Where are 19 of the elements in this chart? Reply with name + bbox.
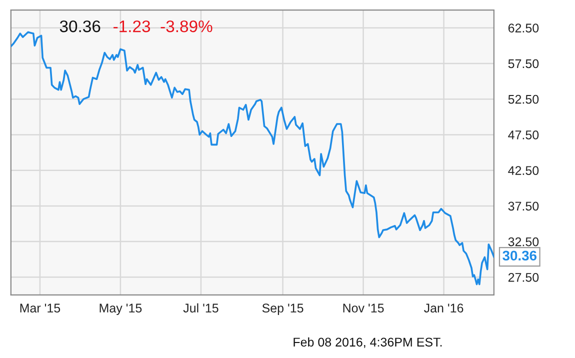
- y-tick-label: 57.50: [508, 59, 539, 68]
- x-tick-label: Mar '15: [20, 304, 60, 313]
- x-tick-label: Sep '15: [262, 304, 304, 315]
- x-tick-label: Nov '15: [343, 304, 384, 313]
- line-series: [10, 31, 494, 286]
- y-tick-label: 47.50: [508, 130, 539, 140]
- y-tick-label: 32.50: [508, 237, 539, 246]
- y-tick-label: 27.50: [508, 272, 539, 282]
- chart-title: 30.36: [60, 20, 100, 32]
- annotation: 30.36: [502, 250, 537, 261]
- y-tick-label: 37.50: [508, 202, 539, 211]
- y-tick-label: 42.50: [508, 166, 539, 175]
- y-tick-label: 62.50: [508, 24, 539, 32]
- x-tick-label: Jan '16: [424, 304, 464, 313]
- x-tick-label: Jul '15: [183, 303, 218, 313]
- y-tick-label: 52.50: [508, 94, 539, 104]
- x-tick-label: May '15: [100, 304, 142, 315]
- text: Feb 08 2016, 4:36PM EST.: [294, 337, 442, 348]
- chart-subtitle: -1.23 -3.89%: [114, 20, 212, 32]
